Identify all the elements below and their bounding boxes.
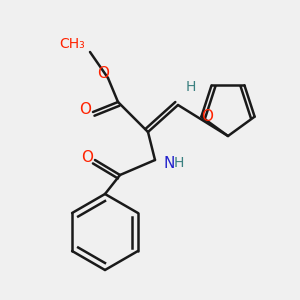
Text: CH₃: CH₃ (59, 37, 85, 51)
Text: O: O (201, 109, 213, 124)
Text: H: H (186, 80, 196, 94)
Text: N: N (163, 155, 175, 170)
Text: O: O (97, 65, 109, 80)
Text: O: O (79, 101, 91, 116)
Text: H: H (174, 156, 184, 170)
Text: O: O (81, 151, 93, 166)
